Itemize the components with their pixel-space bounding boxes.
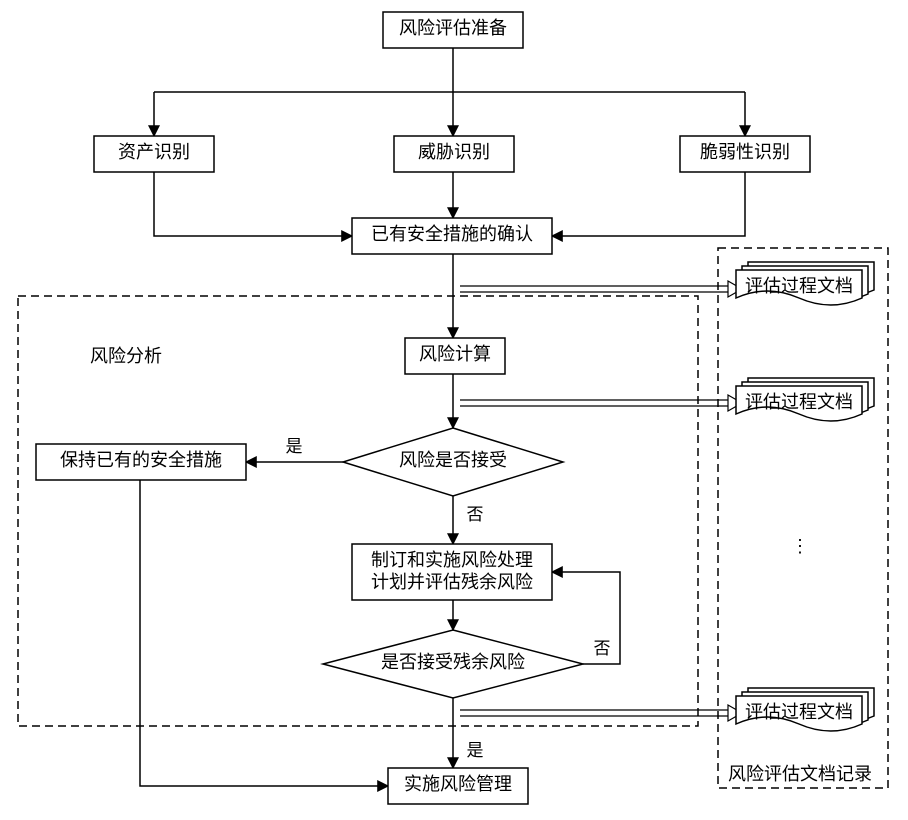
node-calc-label: 风险计算 <box>419 344 491 364</box>
node-prep-label: 风险评估准备 <box>399 18 507 38</box>
ellipsis: ⋮ <box>791 536 809 556</box>
double-arrow-3 <box>460 705 742 721</box>
node-manage-label: 实施风险管理 <box>404 774 512 794</box>
doc-stack-1: 评估过程文档 <box>736 262 874 305</box>
flowchart: 风险分析 风险评估文档记录 ⋮ 是 否 否 是 风 <box>0 0 908 820</box>
node-threat-label: 威胁识别 <box>418 142 490 162</box>
node-confirm-label: 已有安全措施的确认 <box>371 224 533 244</box>
label-yes1: 是 <box>286 437 303 456</box>
label-no1: 否 <box>467 505 484 524</box>
edge <box>140 480 388 786</box>
label-risk-analysis: 风险分析 <box>90 346 162 366</box>
node-vuln-label: 脆弱性识别 <box>700 142 790 162</box>
double-arrow-1 <box>460 281 742 297</box>
double-arrow-2 <box>460 395 742 411</box>
node-accept-label: 风险是否接受 <box>399 450 507 470</box>
doc3-label: 评估过程文档 <box>745 702 853 722</box>
label-no2: 否 <box>594 639 611 658</box>
label-yes2: 是 <box>467 741 484 760</box>
node-asset-label: 资产识别 <box>118 142 190 162</box>
edge <box>552 172 745 236</box>
edge <box>154 172 352 236</box>
node-residual-label: 是否接受残余风险 <box>381 652 525 672</box>
label-doc-record: 风险评估文档记录 <box>728 764 872 784</box>
node-keep-label: 保持已有的安全措施 <box>60 450 222 470</box>
doc2-label: 评估过程文档 <box>745 392 853 412</box>
doc-stack-2: 评估过程文档 <box>736 378 874 421</box>
doc-stack-3: 评估过程文档 <box>736 688 874 731</box>
doc1-label: 评估过程文档 <box>745 276 853 296</box>
node-plan-label1: 制订和实施风险处理 <box>371 550 533 570</box>
node-plan-label2: 计划并评估残余风险 <box>371 572 533 592</box>
